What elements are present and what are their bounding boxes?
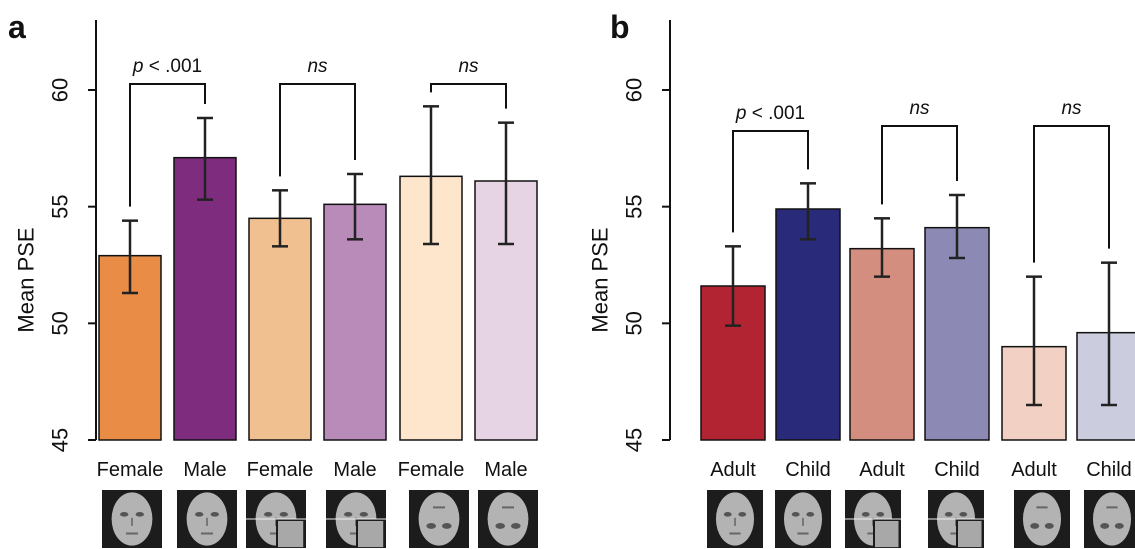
y-tick-label: 50	[48, 311, 73, 335]
composite-face-icon	[928, 490, 984, 548]
composite-face-icon	[845, 490, 901, 548]
face-icon	[102, 490, 162, 548]
composite-face-icon	[246, 490, 306, 548]
panel-letter: b	[610, 9, 630, 45]
comparison-label: ns	[909, 98, 930, 119]
comparison-label-prefix: p	[132, 56, 144, 77]
comparison-bracket	[732, 130, 809, 233]
category-label: Child	[934, 459, 980, 481]
y-tick-label: 45	[622, 428, 647, 452]
comparison-label: ns	[458, 56, 479, 77]
inverted-face-icon	[1084, 490, 1135, 548]
face-icon	[775, 490, 831, 548]
comparison-label-prefix: ns	[458, 56, 479, 77]
bar	[248, 217, 312, 441]
category-label: Female	[398, 459, 465, 481]
comparison-label-prefix: ns	[1061, 98, 1082, 119]
comparison-label-prefix: p	[735, 103, 747, 124]
comparison-label-prefix: ns	[307, 56, 328, 77]
category-label: Adult	[859, 459, 905, 481]
comparison-bracket	[279, 83, 356, 177]
inverted-face-icon	[1014, 490, 1070, 548]
comparison-bracket	[129, 83, 206, 207]
category-label: Child	[1086, 459, 1132, 481]
y-tick-label: 45	[48, 428, 73, 452]
y-axis-title: Mean PSE	[14, 227, 39, 332]
comparison-label: ns	[307, 56, 328, 77]
face-icon	[177, 490, 237, 548]
comparison-bracket	[881, 125, 958, 205]
panel-a: a 45 50 55 60 Mean PSE Female Male Female Male Fem…	[8, 9, 538, 548]
comparison-label: p < .001	[132, 56, 202, 77]
category-label: Female	[247, 459, 314, 481]
comparison-label-rest: < .001	[143, 56, 202, 77]
comparison-label-rest: < .001	[746, 103, 805, 124]
inverted-face-icon	[409, 490, 469, 548]
y-tick-label: 55	[622, 194, 647, 218]
category-label: Female	[97, 459, 164, 481]
category-label: Male	[183, 459, 226, 481]
category-label: Male	[333, 459, 376, 481]
bar	[849, 247, 915, 441]
comparison-label: ns	[1061, 98, 1082, 119]
comparison-bracket	[430, 83, 507, 109]
bar	[924, 226, 990, 441]
comparison-bracket	[1033, 125, 1110, 263]
category-label: Child	[785, 459, 831, 481]
panel-b: b 45 50 55 60 Mean PSE Adult Child Adult Child Adu…	[588, 9, 1135, 548]
category-label: Adult	[1011, 459, 1057, 481]
y-tick-label: 60	[622, 78, 647, 102]
panel-letter: a	[8, 9, 26, 45]
bar	[775, 208, 841, 441]
category-label: Adult	[710, 459, 756, 481]
bar	[1076, 331, 1135, 441]
composite-face-icon	[326, 490, 386, 548]
y-tick-label: 60	[48, 78, 73, 102]
category-label: Male	[484, 459, 527, 481]
comparison-label-prefix: ns	[909, 98, 930, 119]
y-tick-label: 55	[48, 194, 73, 218]
y-tick-label: 50	[622, 311, 647, 335]
y-axis-title: Mean PSE	[588, 227, 613, 332]
face-icon	[707, 490, 763, 548]
inverted-face-icon	[478, 490, 538, 548]
comparison-label: p < .001	[735, 103, 805, 124]
